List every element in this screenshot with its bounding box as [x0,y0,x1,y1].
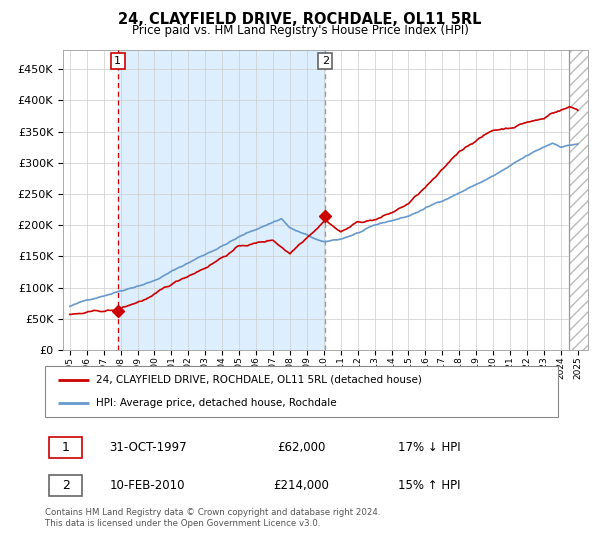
Text: 2: 2 [322,56,329,66]
Text: 15% ↑ HPI: 15% ↑ HPI [398,479,461,492]
Text: 10-FEB-2010: 10-FEB-2010 [110,479,185,492]
Text: HPI: Average price, detached house, Rochdale: HPI: Average price, detached house, Roch… [97,398,337,408]
FancyBboxPatch shape [49,437,82,458]
Text: Price paid vs. HM Land Registry's House Price Index (HPI): Price paid vs. HM Land Registry's House … [131,24,469,37]
Bar [569,50,592,350]
Bar [569,50,592,350]
Text: Contains HM Land Registry data © Crown copyright and database right 2024.
This d: Contains HM Land Registry data © Crown c… [45,508,380,528]
Text: 17% ↓ HPI: 17% ↓ HPI [398,441,461,454]
Text: 24, CLAYFIELD DRIVE, ROCHDALE, OL11 5RL (detached house): 24, CLAYFIELD DRIVE, ROCHDALE, OL11 5RL … [97,375,422,385]
Text: 1: 1 [114,56,121,66]
Text: £214,000: £214,000 [274,479,329,492]
Text: 2: 2 [62,479,70,492]
FancyBboxPatch shape [49,474,82,496]
Text: 24, CLAYFIELD DRIVE, ROCHDALE, OL11 5RL: 24, CLAYFIELD DRIVE, ROCHDALE, OL11 5RL [118,12,482,27]
Text: 31-OCT-1997: 31-OCT-1997 [109,441,187,454]
Text: £62,000: £62,000 [277,441,326,454]
Text: 1: 1 [62,441,70,454]
FancyBboxPatch shape [45,366,558,417]
Bar [118,50,325,350]
